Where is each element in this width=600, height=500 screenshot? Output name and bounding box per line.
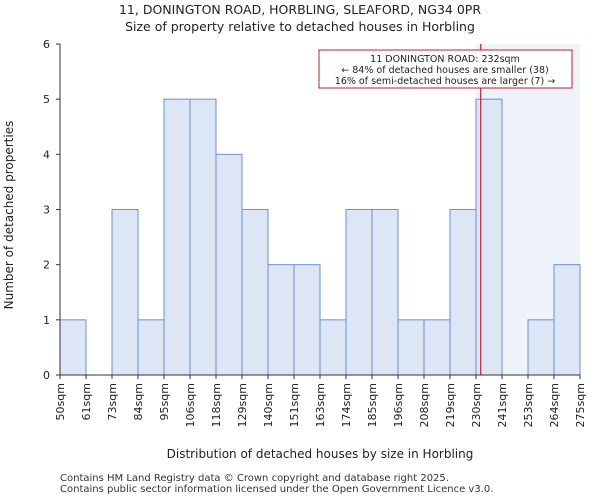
chart-subtitle: Size of property relative to detached ho… xyxy=(125,19,475,34)
x-tick-label: 185sqm xyxy=(366,383,379,427)
bar-118sqm xyxy=(215,153,243,376)
x-tick-label: 219sqm xyxy=(444,383,457,427)
bar-140sqm xyxy=(267,264,295,376)
bar-208sqm xyxy=(423,319,451,376)
chart-title: 11, DONINGTON ROAD, HORBLING, SLEAFORD, … xyxy=(118,2,482,17)
y-axis-label: Number of detached properties xyxy=(2,121,16,310)
bar-230sqm xyxy=(475,98,503,376)
x-tick-label: 95sqm xyxy=(158,383,171,420)
x-tick-label: 50sqm xyxy=(54,383,67,420)
x-tick-label: 84sqm xyxy=(132,383,145,420)
x-tick-label: 73sqm xyxy=(106,383,119,420)
annotation-line-2: ← 84% of detached houses are smaller (38… xyxy=(341,65,548,76)
bar-151sqm xyxy=(293,264,321,376)
x-tick-label: 264sqm xyxy=(548,383,561,427)
bar-264sqm xyxy=(553,264,581,376)
bar-196sqm xyxy=(397,319,425,376)
annotation-line-1: 11 DONINGTON ROAD: 232sqm xyxy=(370,54,520,65)
x-tick-label: 196sqm xyxy=(392,383,405,427)
y-tick-label: 2 xyxy=(43,259,50,272)
x-tick-labels: 50sqm 61sqm 73sqm 84sqm 95sqm 106sqm 118sqm 129… xyxy=(54,375,587,427)
footer-line-1: Contains HM Land Registry data © Crown c… xyxy=(60,473,449,484)
bar-185sqm xyxy=(371,209,399,376)
x-tick-label: 163sqm xyxy=(314,383,327,427)
x-tick-label: 208sqm xyxy=(418,383,431,427)
x-tick-label: 61sqm xyxy=(80,383,93,420)
bars-group xyxy=(59,98,581,376)
x-tick-label: 106sqm xyxy=(184,383,197,427)
x-tick-label: 118sqm xyxy=(210,383,223,427)
x-tick-label: 241sqm xyxy=(496,383,509,427)
bar-50sqm xyxy=(59,319,87,376)
bar-174sqm xyxy=(345,209,373,376)
y-tick-label: 3 xyxy=(43,204,50,217)
y-tick-labels: 0 1 2 3 4 5 6 xyxy=(43,38,60,382)
bar-95sqm xyxy=(163,98,191,376)
bar-129sqm xyxy=(241,209,269,376)
x-axis-label: Distribution of detached houses by size … xyxy=(167,447,474,461)
y-tick-label: 6 xyxy=(43,38,50,51)
x-tick-label: 275sqm xyxy=(574,383,587,427)
x-tick-label: 140sqm xyxy=(262,383,275,427)
y-tick-label: 4 xyxy=(43,148,50,161)
x-tick-label: 129sqm xyxy=(236,383,249,427)
x-tick-label: 174sqm xyxy=(340,383,353,427)
bar-219sqm xyxy=(449,209,477,376)
chart-svg: 50sqm 61sqm 73sqm 84sqm 95sqm 106sqm 118sqm 129… xyxy=(2,38,587,461)
footer-line-2: Contains public sector information licen… xyxy=(60,484,494,495)
bar-163sqm xyxy=(319,319,347,376)
x-tick-label: 151sqm xyxy=(288,383,301,427)
bar-253sqm xyxy=(527,319,555,376)
x-tick-label: 253sqm xyxy=(522,383,535,427)
bar-84sqm xyxy=(137,319,165,376)
bar-106sqm xyxy=(189,98,217,376)
y-tick-label: 5 xyxy=(43,93,50,106)
y-tick-label: 1 xyxy=(43,314,50,327)
annotation-line-3: 16% of semi-detached houses are larger (… xyxy=(335,76,555,87)
y-tick-label: 0 xyxy=(43,369,50,382)
bar-73sqm xyxy=(111,209,139,376)
annotation-box: 11 DONINGTON ROAD: 232sqm ← 84% of detac… xyxy=(318,49,573,89)
x-tick-label: 230sqm xyxy=(470,383,483,427)
